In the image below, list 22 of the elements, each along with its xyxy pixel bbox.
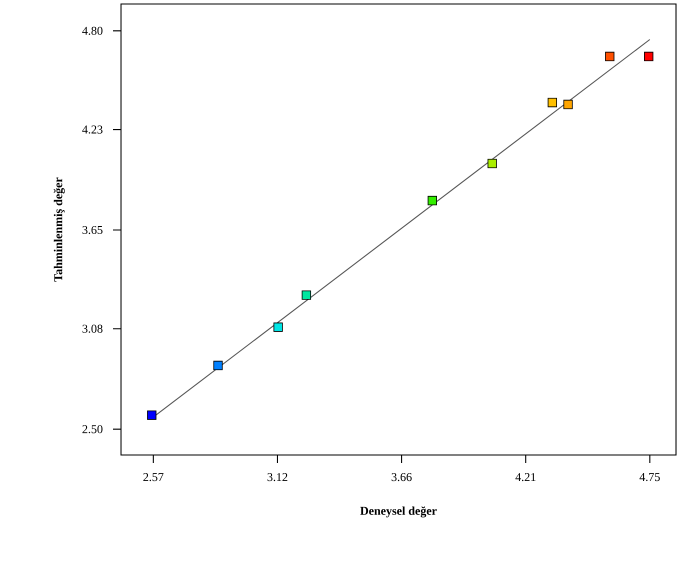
point bbox=[644, 52, 654, 62]
x-tick-label: 4.75 bbox=[640, 473, 660, 482]
point bbox=[273, 322, 283, 332]
x-tick-label: 3.12 bbox=[268, 473, 288, 482]
point bbox=[428, 196, 437, 206]
y-tick-label: 2.50 bbox=[82, 425, 102, 434]
point bbox=[213, 360, 223, 370]
y-axis-title: Tahminlenmiş değer bbox=[54, 177, 65, 282]
x-tick-label: 4.21 bbox=[515, 473, 536, 482]
x-axis-title: Deneysel değer bbox=[360, 506, 437, 518]
point bbox=[563, 100, 573, 110]
point bbox=[302, 290, 312, 300]
y-tick-label: 3.08 bbox=[82, 324, 102, 333]
x-tick-label: 2.57 bbox=[143, 473, 164, 482]
point bbox=[605, 52, 614, 62]
point bbox=[548, 98, 558, 108]
point bbox=[147, 410, 156, 420]
point bbox=[488, 158, 497, 168]
y-tick-label: 3.65 bbox=[82, 226, 102, 234]
y-tick-label: 4.80 bbox=[82, 26, 102, 35]
x-tick-label: 3.66 bbox=[392, 473, 412, 482]
y-tick-label: 4.23 bbox=[82, 126, 102, 134]
